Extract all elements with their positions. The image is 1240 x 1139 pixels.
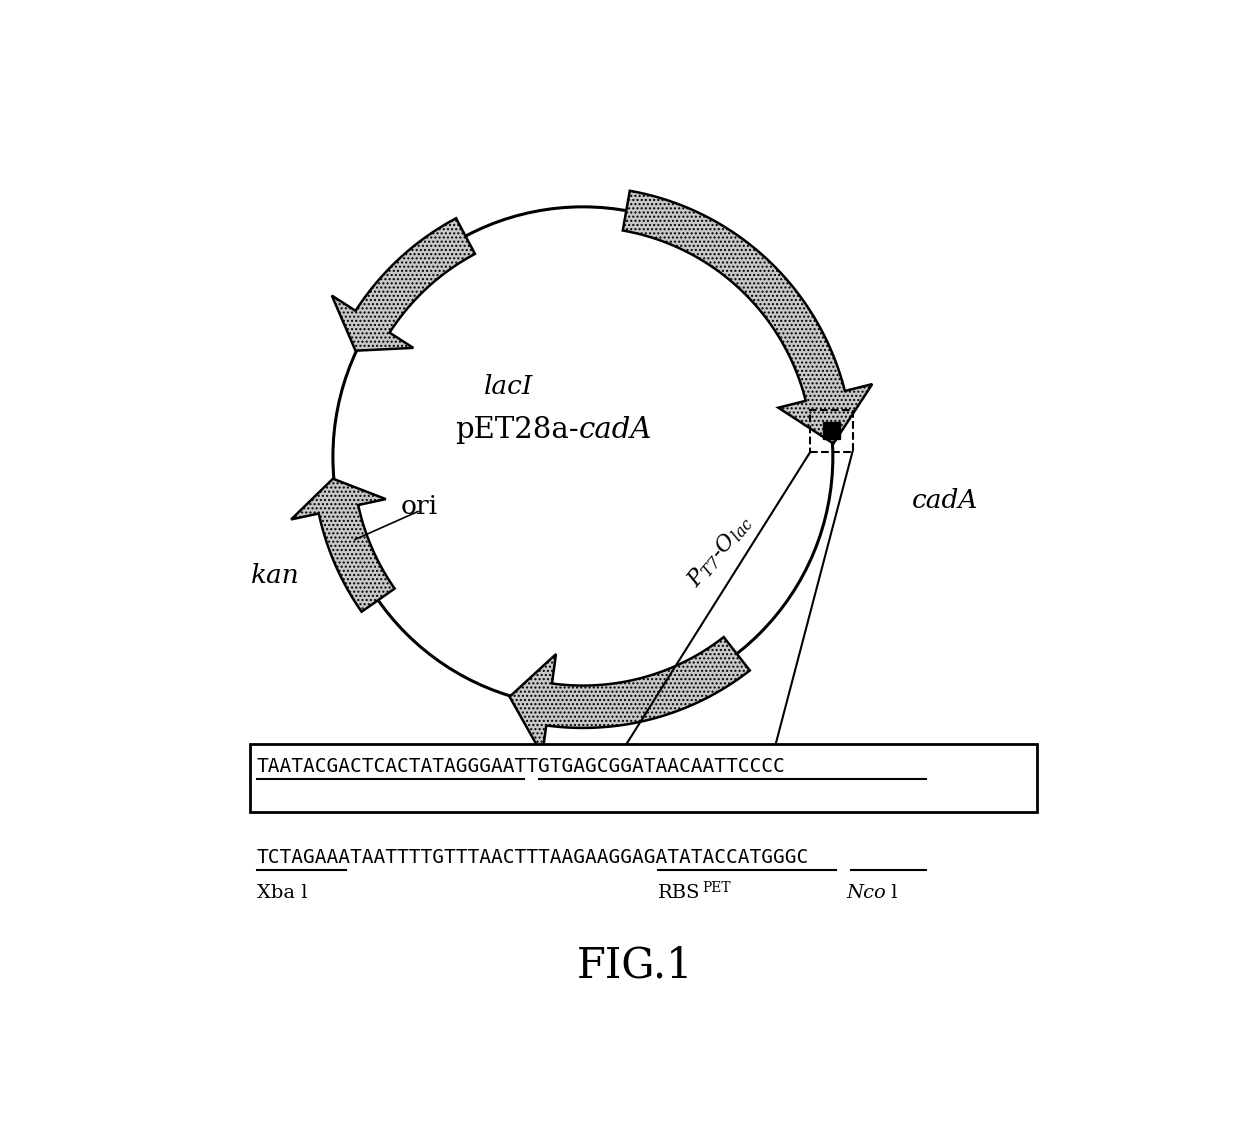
Text: P$_{\mathregular{T7}}$-O$_{\mathregular{lac}}$: P$_{\mathregular{T7}}$-O$_{\mathregular{… [683,510,756,591]
Text: TAATACGACTCACTATAGGGAATTGTGAGCGGATAACAATTCCCC: TAATACGACTCACTATAGGGAATTGTGAGCGGATAACAAT… [257,757,785,776]
Text: Xba l: Xba l [257,884,308,902]
Text: lacI: lacI [484,374,533,399]
Text: kan: kan [252,563,300,588]
Text: lac: lac [584,793,613,811]
Polygon shape [622,190,872,443]
Bar [811,410,853,452]
Text: cadA: cadA [911,489,978,514]
Text: T7 promoter: T7 promoter [272,793,396,811]
Text: cadA: cadA [579,417,652,444]
Text: operator: operator [616,793,708,811]
Text: FIG.1: FIG.1 [578,944,693,986]
Polygon shape [332,219,475,351]
Text: pET28a-: pET28a- [455,417,579,444]
Text: Nco: Nco [847,884,887,902]
Text: PET: PET [702,882,730,895]
Text: TCTAGAAATAATTTTGTTTAACTTTAAGAAGGAGATATACCATGGGC: TCTAGAAATAATTTTGTTTAACTTTAAGAAGGAGATATAC… [257,849,808,867]
Text: l: l [884,884,897,902]
Text: RBS: RBS [658,884,701,902]
Bar [822,421,841,440]
Text: ori: ori [401,494,438,519]
Bar [249,744,1037,812]
Polygon shape [510,637,750,755]
Polygon shape [291,478,394,612]
